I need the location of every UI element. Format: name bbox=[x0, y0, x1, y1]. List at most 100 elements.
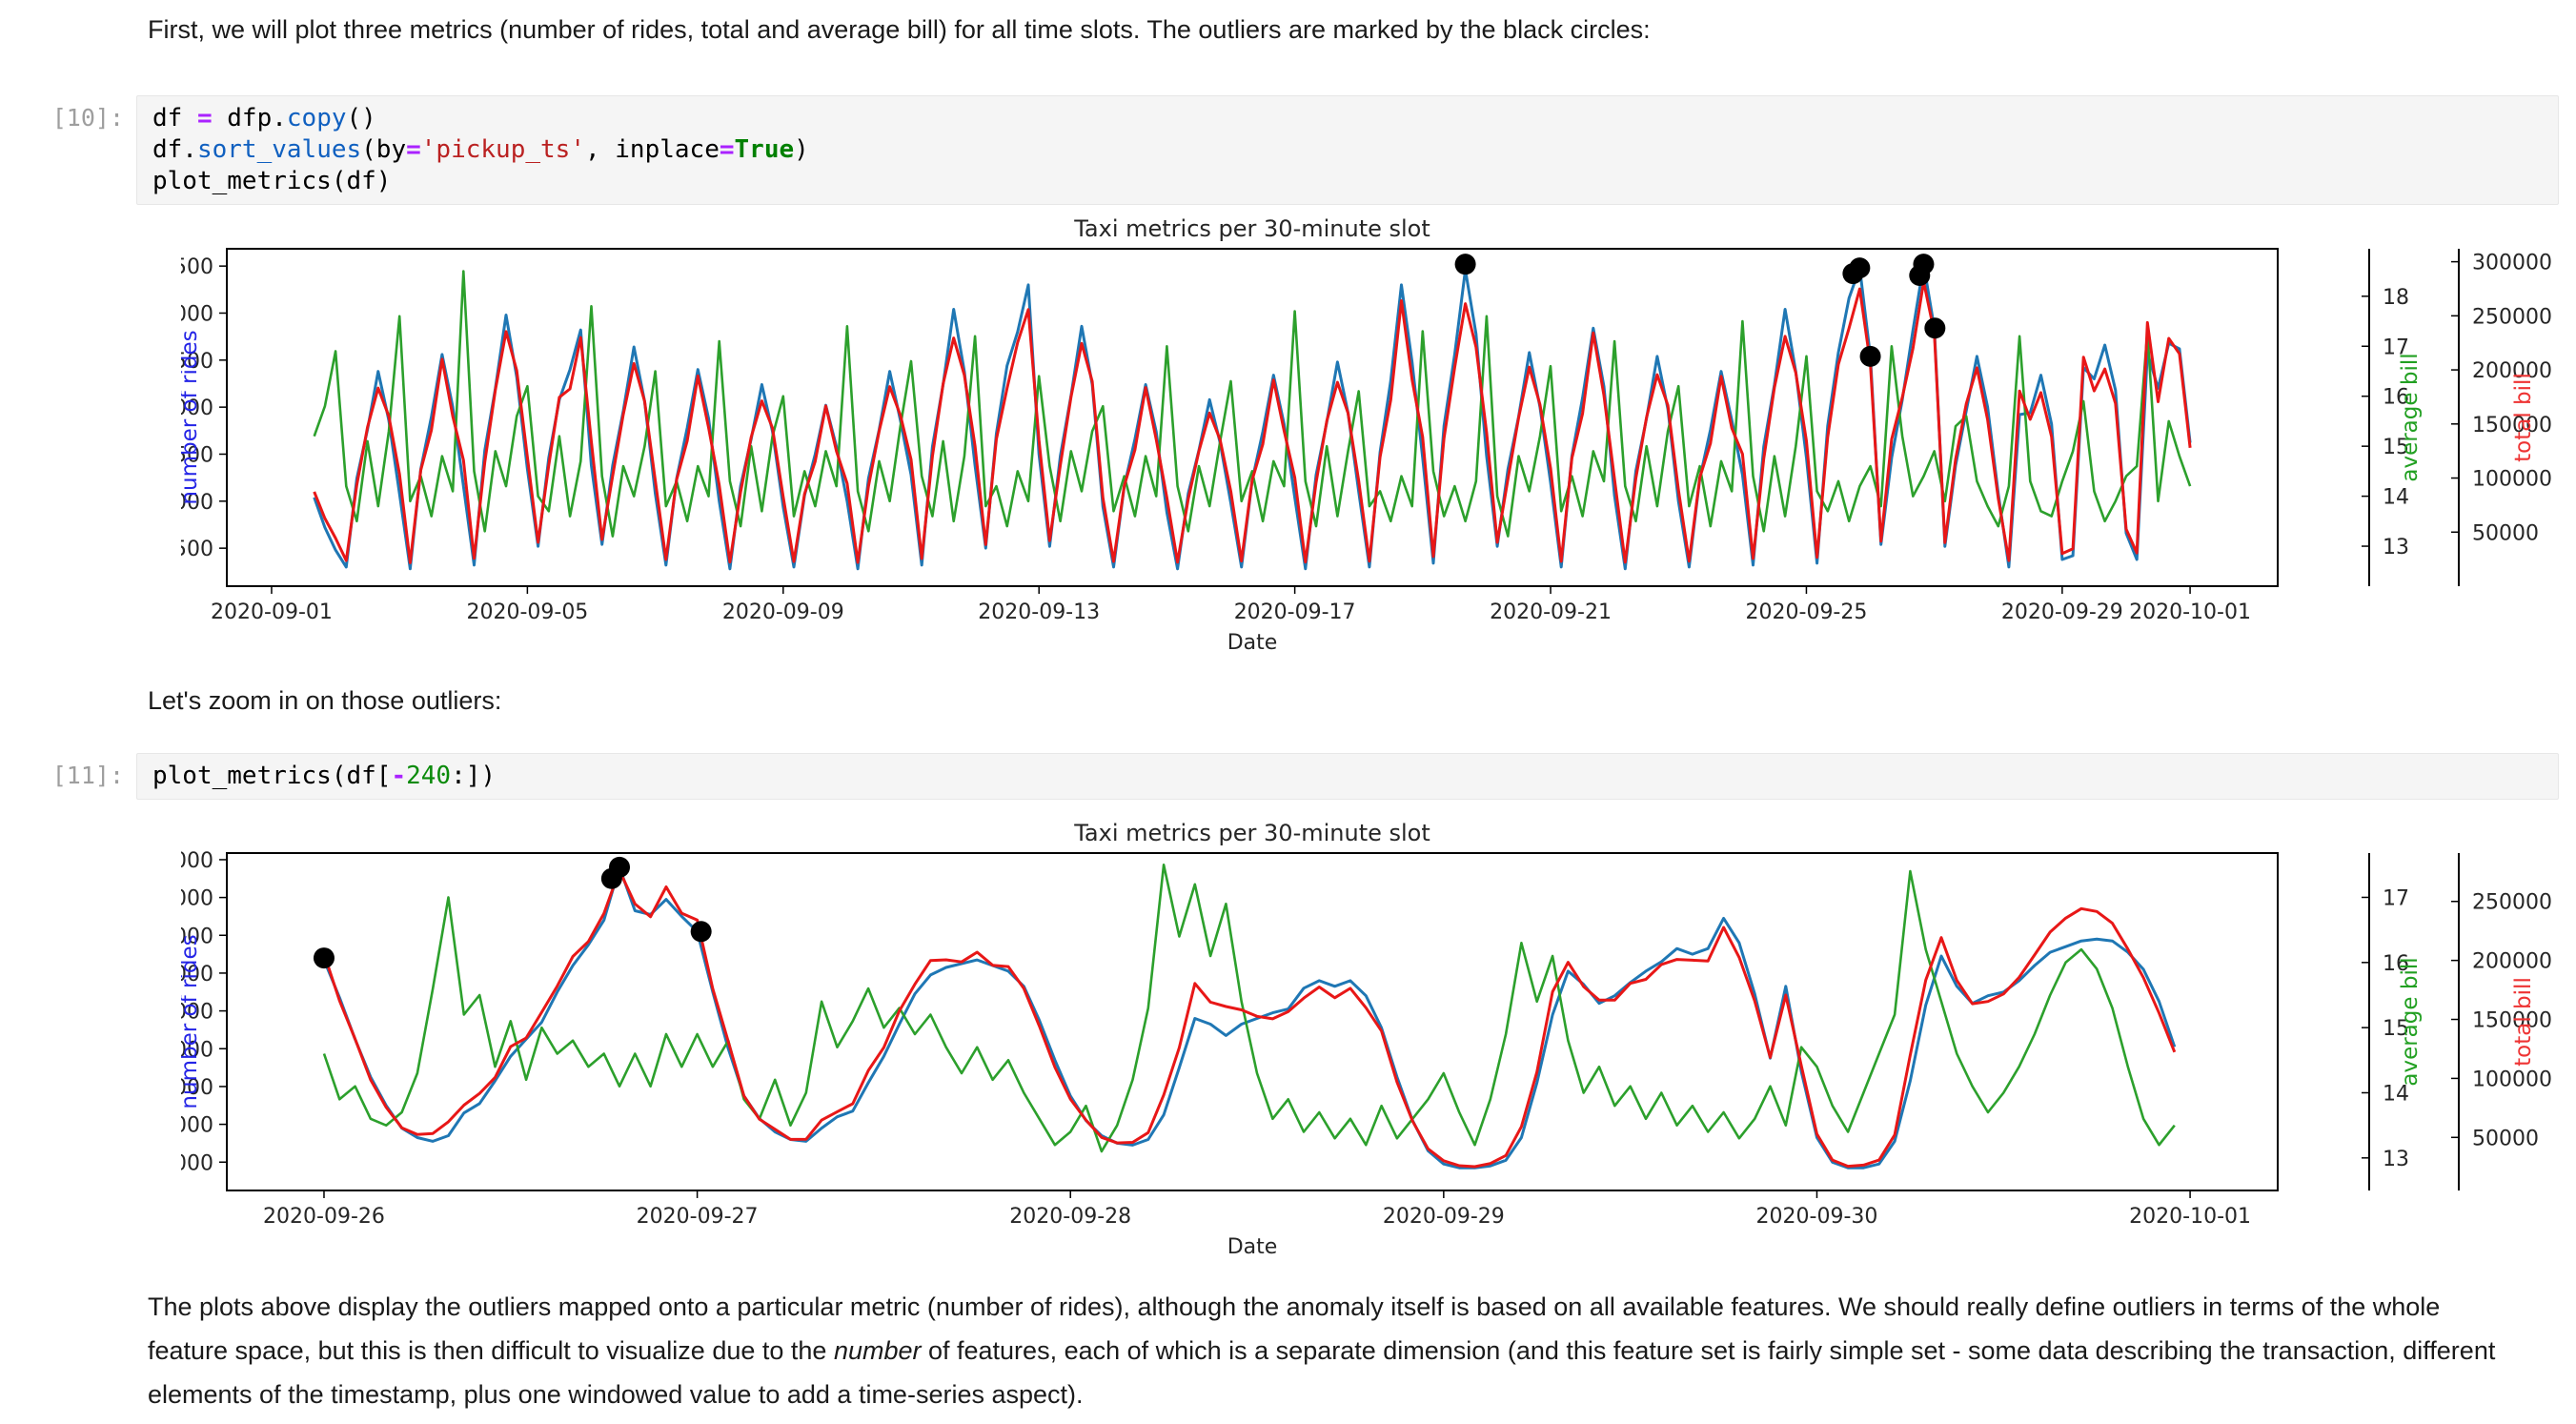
code-token: plot_metrics(df[ bbox=[152, 762, 392, 790]
rides-axis-label: number of rides bbox=[181, 330, 202, 504]
x-tick-label: 2020-10-01 bbox=[2129, 1205, 2251, 1229]
code-token: dfp. bbox=[212, 104, 287, 132]
paragraph-part2: of features, each of which is a separate… bbox=[148, 1336, 2496, 1409]
outlier-marker bbox=[313, 947, 335, 969]
execution-prompt: [10]: bbox=[51, 104, 124, 132]
code-token: copy bbox=[286, 104, 347, 132]
analysis-paragraph: The plots above display the outliers map… bbox=[148, 1285, 2502, 1416]
code-token: = bbox=[406, 135, 421, 164]
outlier-marker bbox=[1859, 345, 1881, 367]
total_bill-tick-label: 150000 bbox=[2472, 414, 2552, 437]
code-editor[interactable]: plot_metrics(df[-240:]) bbox=[136, 753, 2559, 800]
x-tick-label: 2020-09-27 bbox=[637, 1205, 759, 1229]
rides-axis-label: number of rides bbox=[181, 934, 202, 1109]
intro-text: First, we will plot three metrics (numbe… bbox=[148, 15, 1651, 44]
rides-line bbox=[313, 262, 2192, 571]
rides-tick-label: 2000 bbox=[181, 1151, 213, 1175]
code-token: df bbox=[152, 104, 197, 132]
figure-output-2: Taxi metrics per 30-minute slot 2020-09-2… bbox=[147, 820, 2559, 1274]
avg_bill-tick-label: 16 bbox=[2383, 952, 2409, 976]
code-token: ) bbox=[794, 135, 809, 164]
total_bill-tick-label: 50000 bbox=[2472, 521, 2539, 545]
plot-area bbox=[226, 248, 2279, 587]
rides-tick-label: 4000 bbox=[181, 1114, 213, 1138]
avg_bill-tick-label: 17 bbox=[2383, 886, 2409, 910]
avg_bill-tick-label: 18 bbox=[2383, 286, 2409, 310]
paragraph-part1: The plots above display the outliers map… bbox=[148, 1292, 2441, 1365]
avg-bill-line bbox=[322, 863, 2176, 1153]
code-token: sort_values bbox=[196, 135, 362, 164]
total_bill-tick-label: 100000 bbox=[2472, 1068, 2552, 1091]
x-tick-label: 2020-09-25 bbox=[1746, 600, 1868, 624]
total_bill-tick-label: 300000 bbox=[2472, 252, 2552, 275]
avg_bill-tick-label: 14 bbox=[2383, 486, 2409, 510]
code-token: = bbox=[196, 104, 213, 132]
outlier-marker bbox=[609, 856, 631, 878]
code-editor[interactable]: df = dfp.copy() df.sort_values(by='picku… bbox=[136, 95, 2559, 205]
rides-tick-label: 16000 bbox=[181, 887, 213, 911]
chart-title: Taxi metrics per 30-minute slot bbox=[1073, 822, 1430, 846]
avg_bill-tick-label: 15 bbox=[2383, 436, 2409, 459]
rides-tick-label: 18000 bbox=[181, 849, 213, 873]
x-tick-label: 2020-09-01 bbox=[211, 600, 333, 624]
total_bill-tick-label: 50000 bbox=[2472, 1127, 2539, 1150]
outlier-marker bbox=[1454, 254, 1476, 275]
x-tick-label: 2020-09-21 bbox=[1490, 600, 1612, 624]
x-tick-label: 2020-09-05 bbox=[466, 600, 588, 624]
code-token: () bbox=[346, 104, 376, 132]
code-token: , inplace bbox=[584, 135, 720, 164]
total_bill-tick-label: 250000 bbox=[2472, 305, 2552, 329]
x-tick-label: 2020-09-29 bbox=[1383, 1205, 1505, 1229]
code-token: :]) bbox=[451, 762, 497, 790]
code-token: plot_metrics(df) bbox=[152, 167, 392, 195]
x-tick-label: 2020-09-28 bbox=[1009, 1205, 1131, 1229]
code-token: 240 bbox=[406, 762, 452, 790]
code-text[interactable]: plot_metrics(df[-240:]) bbox=[152, 761, 2543, 792]
total_bill-tick-label: 250000 bbox=[2472, 891, 2552, 915]
outlier-marker bbox=[690, 921, 712, 943]
code-token: - bbox=[391, 762, 407, 790]
plot-area bbox=[226, 852, 2279, 1191]
total-bill-line bbox=[322, 868, 2177, 1169]
x-tick-label: 2020-09-29 bbox=[2001, 600, 2123, 624]
code-text[interactable]: df = dfp.copy() df.sort_values(by='picku… bbox=[152, 103, 2543, 197]
avg_bill-tick-label: 13 bbox=[2383, 536, 2409, 559]
total_bill-axis-label: total bill bbox=[2511, 373, 2536, 462]
total_bill-tick-label: 200000 bbox=[2472, 359, 2552, 383]
outlier-marker bbox=[1924, 317, 1946, 339]
avg_bill-axis-label: average bill bbox=[2398, 957, 2423, 1086]
total_bill-axis-label: total bill bbox=[2511, 977, 2536, 1067]
total-bill-line bbox=[313, 280, 2192, 564]
x-axis-label: Date bbox=[1227, 1235, 1278, 1259]
chart-all-slots: Taxi metrics per 30-minute slot 2020-09-0… bbox=[147, 215, 2552, 655]
x-axis-label: Date bbox=[1227, 631, 1278, 655]
avg_bill-tick-label: 14 bbox=[2383, 1082, 2409, 1106]
chart-title: Taxi metrics per 30-minute slot bbox=[1073, 217, 1430, 242]
avg_bill-axis-label: average bill bbox=[2398, 353, 2423, 481]
execution-prompt: [11]: bbox=[51, 762, 124, 789]
avg_bill-tick-label: 17 bbox=[2383, 336, 2409, 359]
markdown-cell-zoom: Let's zoom in on those outliers: bbox=[148, 679, 501, 722]
avg_bill-tick-label: 16 bbox=[2383, 386, 2409, 410]
markdown-cell-intro: First, we will plot three metrics (numbe… bbox=[148, 8, 1651, 51]
paragraph-italic: number bbox=[833, 1336, 922, 1365]
code-token: = bbox=[719, 135, 735, 164]
x-tick-label: 2020-09-09 bbox=[722, 600, 844, 624]
x-tick-label: 2020-09-13 bbox=[978, 600, 1100, 624]
outlier-marker bbox=[1849, 257, 1871, 279]
rides-tick-label: 2500 bbox=[181, 538, 213, 561]
code-token: df. bbox=[152, 135, 197, 164]
code-token: True bbox=[734, 135, 795, 164]
total_bill-tick-label: 100000 bbox=[2472, 468, 2552, 492]
rides-tick-label: 15000 bbox=[181, 302, 213, 326]
total_bill-tick-label: 150000 bbox=[2472, 1009, 2552, 1033]
x-tick-label: 2020-09-30 bbox=[1756, 1205, 1878, 1229]
rides-line bbox=[322, 865, 2177, 1170]
avg_bill-tick-label: 13 bbox=[2383, 1148, 2409, 1171]
figure-output-1: Taxi metrics per 30-minute slot 2020-09-0… bbox=[147, 215, 2559, 670]
x-tick-label: 2020-10-01 bbox=[2129, 600, 2251, 624]
code-token: (by bbox=[361, 135, 407, 164]
x-tick-label: 2020-09-26 bbox=[263, 1205, 385, 1229]
code-token: 'pickup_ts' bbox=[420, 135, 585, 164]
